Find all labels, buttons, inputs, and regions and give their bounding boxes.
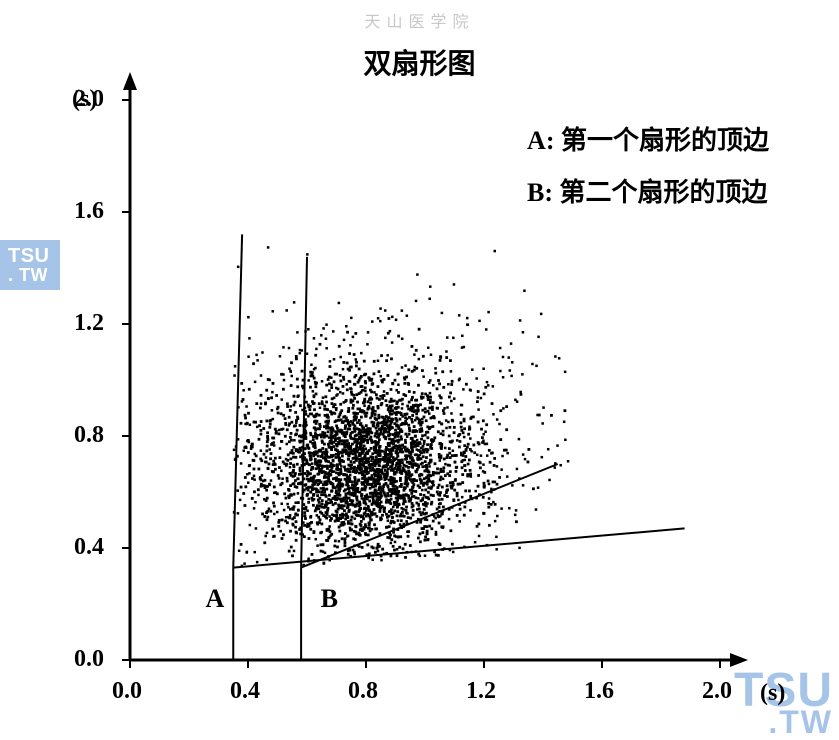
annotation-b: B xyxy=(321,584,338,614)
y-tick-label: 0.0 xyxy=(74,646,104,673)
y-tick-label: 0.4 xyxy=(74,534,104,561)
x-tick-label: 0.4 xyxy=(230,678,260,705)
x-tick-label: 1.2 xyxy=(466,678,496,705)
annotation-a: A xyxy=(206,584,225,614)
x-tick-label: 2.0 xyxy=(702,678,732,705)
y-tick-label: 1.2 xyxy=(74,310,104,337)
x-tick-label: 0.0 xyxy=(112,678,142,705)
x-tick-label: 1.6 xyxy=(584,678,614,705)
y-tick-label: 0.8 xyxy=(74,422,104,449)
y-tick-label: 2.0 xyxy=(74,86,104,113)
y-tick-label: 1.6 xyxy=(74,198,104,225)
x-tick-label: 0.8 xyxy=(348,678,378,705)
scatter-plot xyxy=(0,0,839,738)
